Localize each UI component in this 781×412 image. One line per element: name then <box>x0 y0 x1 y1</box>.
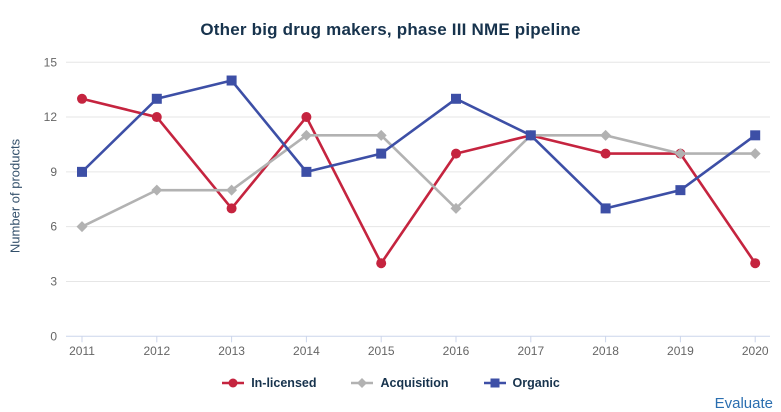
legend-item-label: In-licensed <box>251 376 317 390</box>
square-legend-marker-icon <box>483 378 506 388</box>
data-point-marker[interactable] <box>151 93 162 104</box>
legend: In-licensed Acquisition Organic <box>0 376 781 390</box>
data-point-marker[interactable] <box>451 148 461 159</box>
data-point-marker[interactable] <box>301 112 312 123</box>
legend-item-label: Organic <box>512 376 560 390</box>
data-point-marker[interactable] <box>376 258 387 269</box>
series-line <box>80 97 757 265</box>
data-point-marker[interactable] <box>226 203 237 214</box>
data-point-marker[interactable] <box>675 185 686 196</box>
data-point-marker[interactable] <box>151 112 162 123</box>
x-tick-label: 2013 <box>218 344 245 358</box>
plot-area: 0 3 6 9 12 15 2011 2012 2013 2014 2015 2016 2017 2018… <box>44 55 770 358</box>
x-tick-label: 2011 <box>69 344 95 358</box>
data-point-marker[interactable] <box>375 129 387 141</box>
x-tick-label: 2012 <box>143 344 170 358</box>
series-organic <box>77 75 761 214</box>
y-axis-title: Number of products <box>7 138 23 254</box>
data-point-marker[interactable] <box>750 130 761 141</box>
y-tick-label: 9 <box>50 165 57 179</box>
chart-title: Other big drug makers, phase III NME pip… <box>200 20 581 39</box>
x-tick-label: 2019 <box>667 344 694 358</box>
data-point-marker[interactable] <box>749 148 761 160</box>
data-point-marker[interactable] <box>76 221 88 233</box>
x-tick-label: 2018 <box>592 344 619 358</box>
data-point-marker[interactable] <box>750 258 761 269</box>
data-point-marker[interactable] <box>600 203 611 214</box>
data-point-marker[interactable] <box>525 130 536 141</box>
data-point-marker[interactable] <box>600 148 611 159</box>
data-point-marker[interactable] <box>226 184 238 196</box>
y-tick-label: 15 <box>44 55 58 69</box>
evaluate-brand-link[interactable]: Evaluate <box>714 395 773 412</box>
data-point-marker[interactable] <box>77 93 87 104</box>
y-tick-label: 3 <box>50 274 57 288</box>
x-axis: 2011 2012 2013 2014 2015 2016 2017 2018 2019 2020 <box>66 335 770 358</box>
series-line <box>80 134 757 228</box>
data-point-marker[interactable] <box>151 184 163 196</box>
data-point-marker[interactable] <box>300 129 312 141</box>
data-point-marker[interactable] <box>77 166 87 177</box>
data-point-marker[interactable] <box>301 166 312 177</box>
y-tick-label: 6 <box>50 220 57 234</box>
data-point-marker[interactable] <box>674 148 686 160</box>
data-point-marker[interactable] <box>451 93 461 104</box>
y-tick-label: 12 <box>44 110 58 124</box>
legend-item-label: Acquisition <box>380 376 449 390</box>
circle-legend-marker-icon <box>222 378 245 388</box>
diamond-legend-marker-icon <box>351 378 374 388</box>
data-point-marker[interactable] <box>226 75 237 86</box>
legend-item-organic[interactable]: Organic <box>483 376 560 390</box>
series-line <box>80 79 757 210</box>
series-in-licensed <box>77 93 761 269</box>
legend-item-acquisition[interactable]: Acquisition <box>350 376 449 390</box>
data-point-marker[interactable] <box>600 129 612 141</box>
data-point-marker[interactable] <box>450 202 462 214</box>
x-tick-label: 2014 <box>293 344 320 358</box>
x-tick-label: 2017 <box>517 344 544 358</box>
x-tick-label: 2020 <box>742 344 769 358</box>
x-tick-label: 2015 <box>368 344 395 358</box>
y-tick-label: 0 <box>50 329 57 343</box>
data-point-marker[interactable] <box>376 148 387 159</box>
legend-item-in-licensed[interactable]: In-licensed <box>221 376 316 390</box>
x-tick-label: 2016 <box>443 344 470 358</box>
